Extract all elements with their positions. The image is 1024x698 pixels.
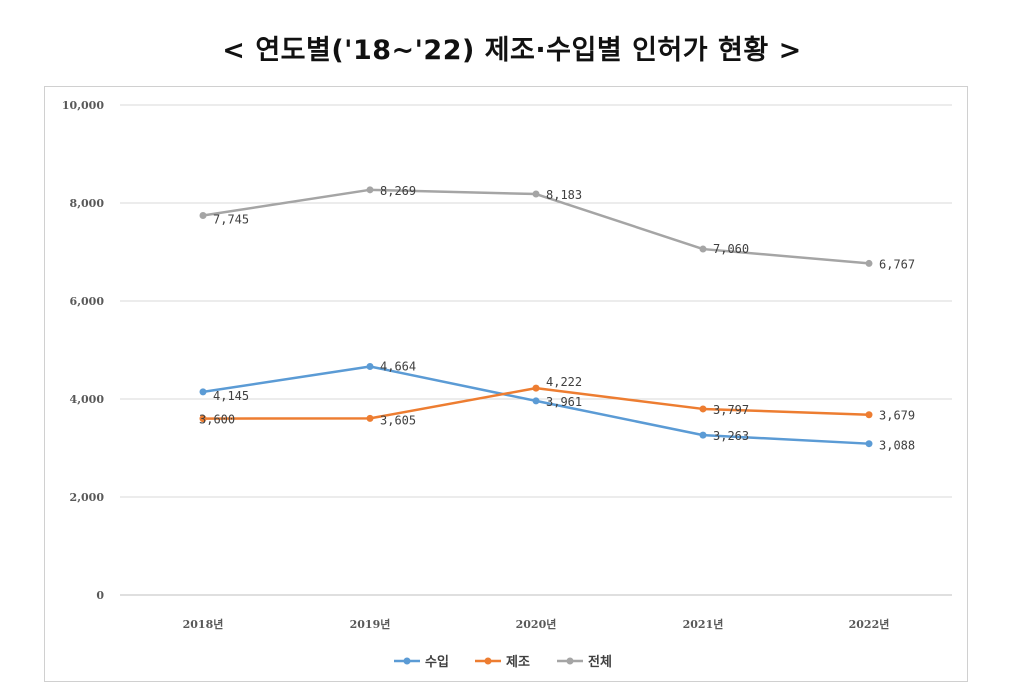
legend-marker: [484, 657, 492, 665]
data-point: [699, 431, 707, 439]
legend-marker: [566, 657, 574, 665]
data-point: [532, 384, 540, 392]
y-tick-label: 4,000: [70, 393, 105, 406]
legend-label: 수입: [425, 655, 449, 670]
data-point: [199, 211, 207, 219]
data-point: [366, 414, 374, 422]
y-tick-label: 0: [96, 589, 104, 602]
data-label: 7,060: [713, 242, 749, 256]
data-label: 4,664: [380, 359, 416, 373]
data-point: [532, 397, 540, 405]
y-tick-label: 10,000: [62, 99, 104, 112]
data-point: [366, 186, 374, 194]
data-label: 6,767: [879, 257, 915, 271]
data-point: [199, 388, 207, 396]
data-label: 3,263: [713, 429, 749, 443]
chart-frame: [44, 86, 968, 682]
data-label: 4,222: [546, 375, 582, 389]
data-point: [366, 362, 374, 370]
data-label: 3,088: [879, 439, 915, 453]
series-line-0: [202, 365, 870, 445]
data-label: 3,961: [546, 395, 582, 409]
data-point: [532, 190, 540, 198]
series-line-2: [202, 188, 870, 265]
x-tick-label: 2018년: [183, 617, 224, 631]
data-label: 8,269: [380, 184, 416, 198]
data-point: [865, 440, 873, 448]
x-tick-label: 2020년: [516, 617, 557, 631]
data-label: 3,600: [199, 413, 235, 427]
y-tick-label: 6,000: [70, 295, 105, 308]
data-point: [199, 415, 207, 423]
data-label: 4,145: [213, 389, 249, 403]
y-tick-label: 8,000: [70, 197, 105, 210]
legend-label: 전체: [588, 654, 612, 670]
data-label: 3,679: [879, 409, 915, 423]
data-label: 7,745: [213, 212, 249, 226]
data-point: [865, 259, 873, 267]
data-point: [699, 405, 707, 413]
legend-label: 제조: [506, 655, 530, 670]
x-tick-label: 2019년: [350, 617, 391, 631]
data-label: 8,183: [546, 188, 582, 202]
data-label: 3,797: [713, 403, 749, 417]
x-tick-label: 2021년: [683, 617, 724, 631]
y-tick-label: 2,000: [70, 491, 105, 504]
x-tick-label: 2022년: [849, 617, 890, 631]
data-point: [699, 245, 707, 253]
data-point: [865, 411, 873, 419]
legend-marker: [403, 657, 411, 665]
data-label: 3,605: [380, 413, 416, 427]
page-title: < 연도별('18~'22) 제조·수입별 인허가 현황 >: [222, 35, 802, 66]
